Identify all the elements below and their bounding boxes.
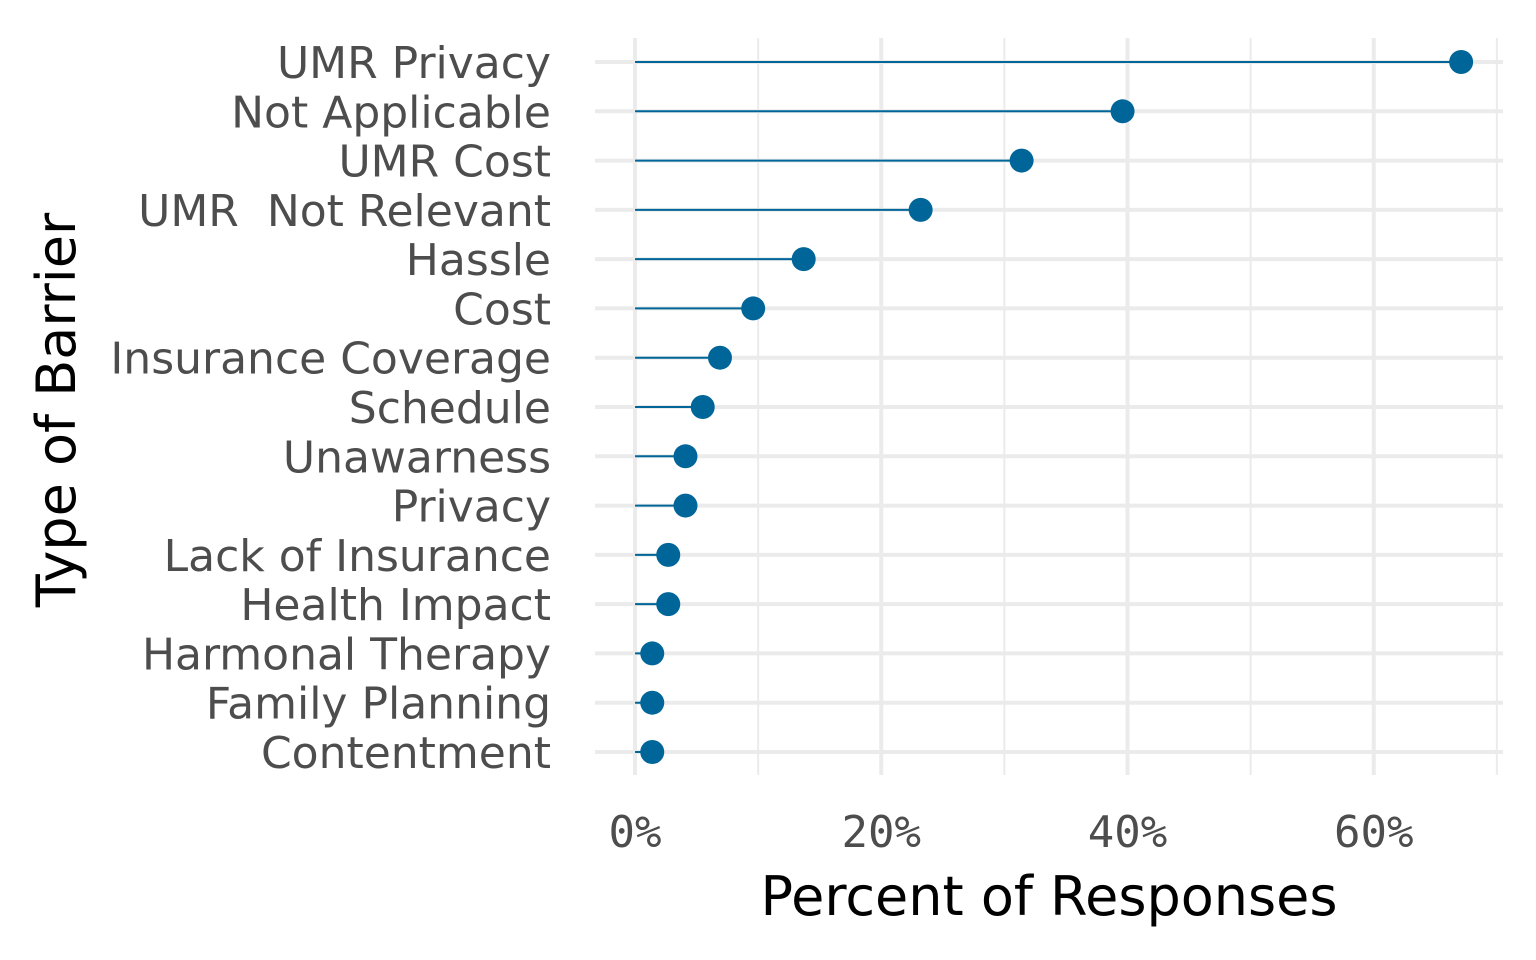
lollipop-point	[656, 542, 681, 567]
lollipop-point	[690, 395, 715, 419]
y-category-label: Not Applicable	[231, 87, 551, 138]
y-category-label: UMR Not Relevant	[138, 186, 551, 237]
x-tick-label: 60%	[1334, 807, 1413, 858]
y-category-label: Health Impact	[240, 580, 551, 631]
y-category-label: Cost	[453, 284, 551, 335]
lollipop-point	[673, 493, 698, 518]
y-category-label: Hassle	[406, 235, 551, 286]
lollipop-point	[1009, 148, 1034, 173]
lollipop-point	[707, 345, 732, 370]
x-tick-label: 40%	[1088, 807, 1167, 858]
y-category-label: Privacy	[392, 482, 551, 533]
y-category-label: Insurance Coverage	[110, 334, 551, 385]
y-category-label: UMR Cost	[338, 137, 551, 188]
lollipop-point	[908, 197, 933, 222]
grid-layer	[595, 38, 1503, 775]
lollipop-point	[1449, 50, 1474, 74]
mark-layer	[635, 50, 1474, 764]
lollipop-point	[1110, 99, 1135, 124]
x-tick-label: 20%	[842, 807, 921, 858]
lollipop-point	[656, 592, 681, 617]
y-axis-title: Type of Barrier	[25, 212, 88, 608]
y-category-label: Family Planning	[206, 679, 551, 730]
lollipop-point	[640, 641, 665, 666]
y-category-label: UMR Privacy	[277, 38, 551, 89]
y-category-label: Harmonal Therapy	[142, 629, 551, 680]
y-category-label: Schedule	[349, 383, 551, 434]
lollipop-point	[640, 740, 665, 764]
lollipop-point	[640, 690, 665, 715]
x-tick-label: 0%	[609, 807, 662, 858]
x-axis-title: Percent of Responses	[760, 865, 1337, 928]
lollipop-point	[673, 444, 698, 469]
lollipop-point	[741, 296, 766, 321]
y-category-label: Contentment	[261, 728, 551, 779]
y-category-label: Lack of Insurance	[164, 531, 551, 582]
lollipop-point	[791, 247, 816, 272]
y-category-label: Unawarness	[283, 432, 551, 483]
